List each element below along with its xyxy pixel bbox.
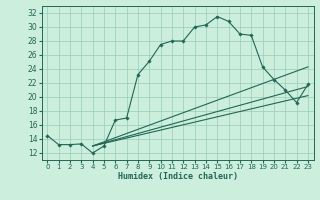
X-axis label: Humidex (Indice chaleur): Humidex (Indice chaleur) [118, 172, 237, 181]
